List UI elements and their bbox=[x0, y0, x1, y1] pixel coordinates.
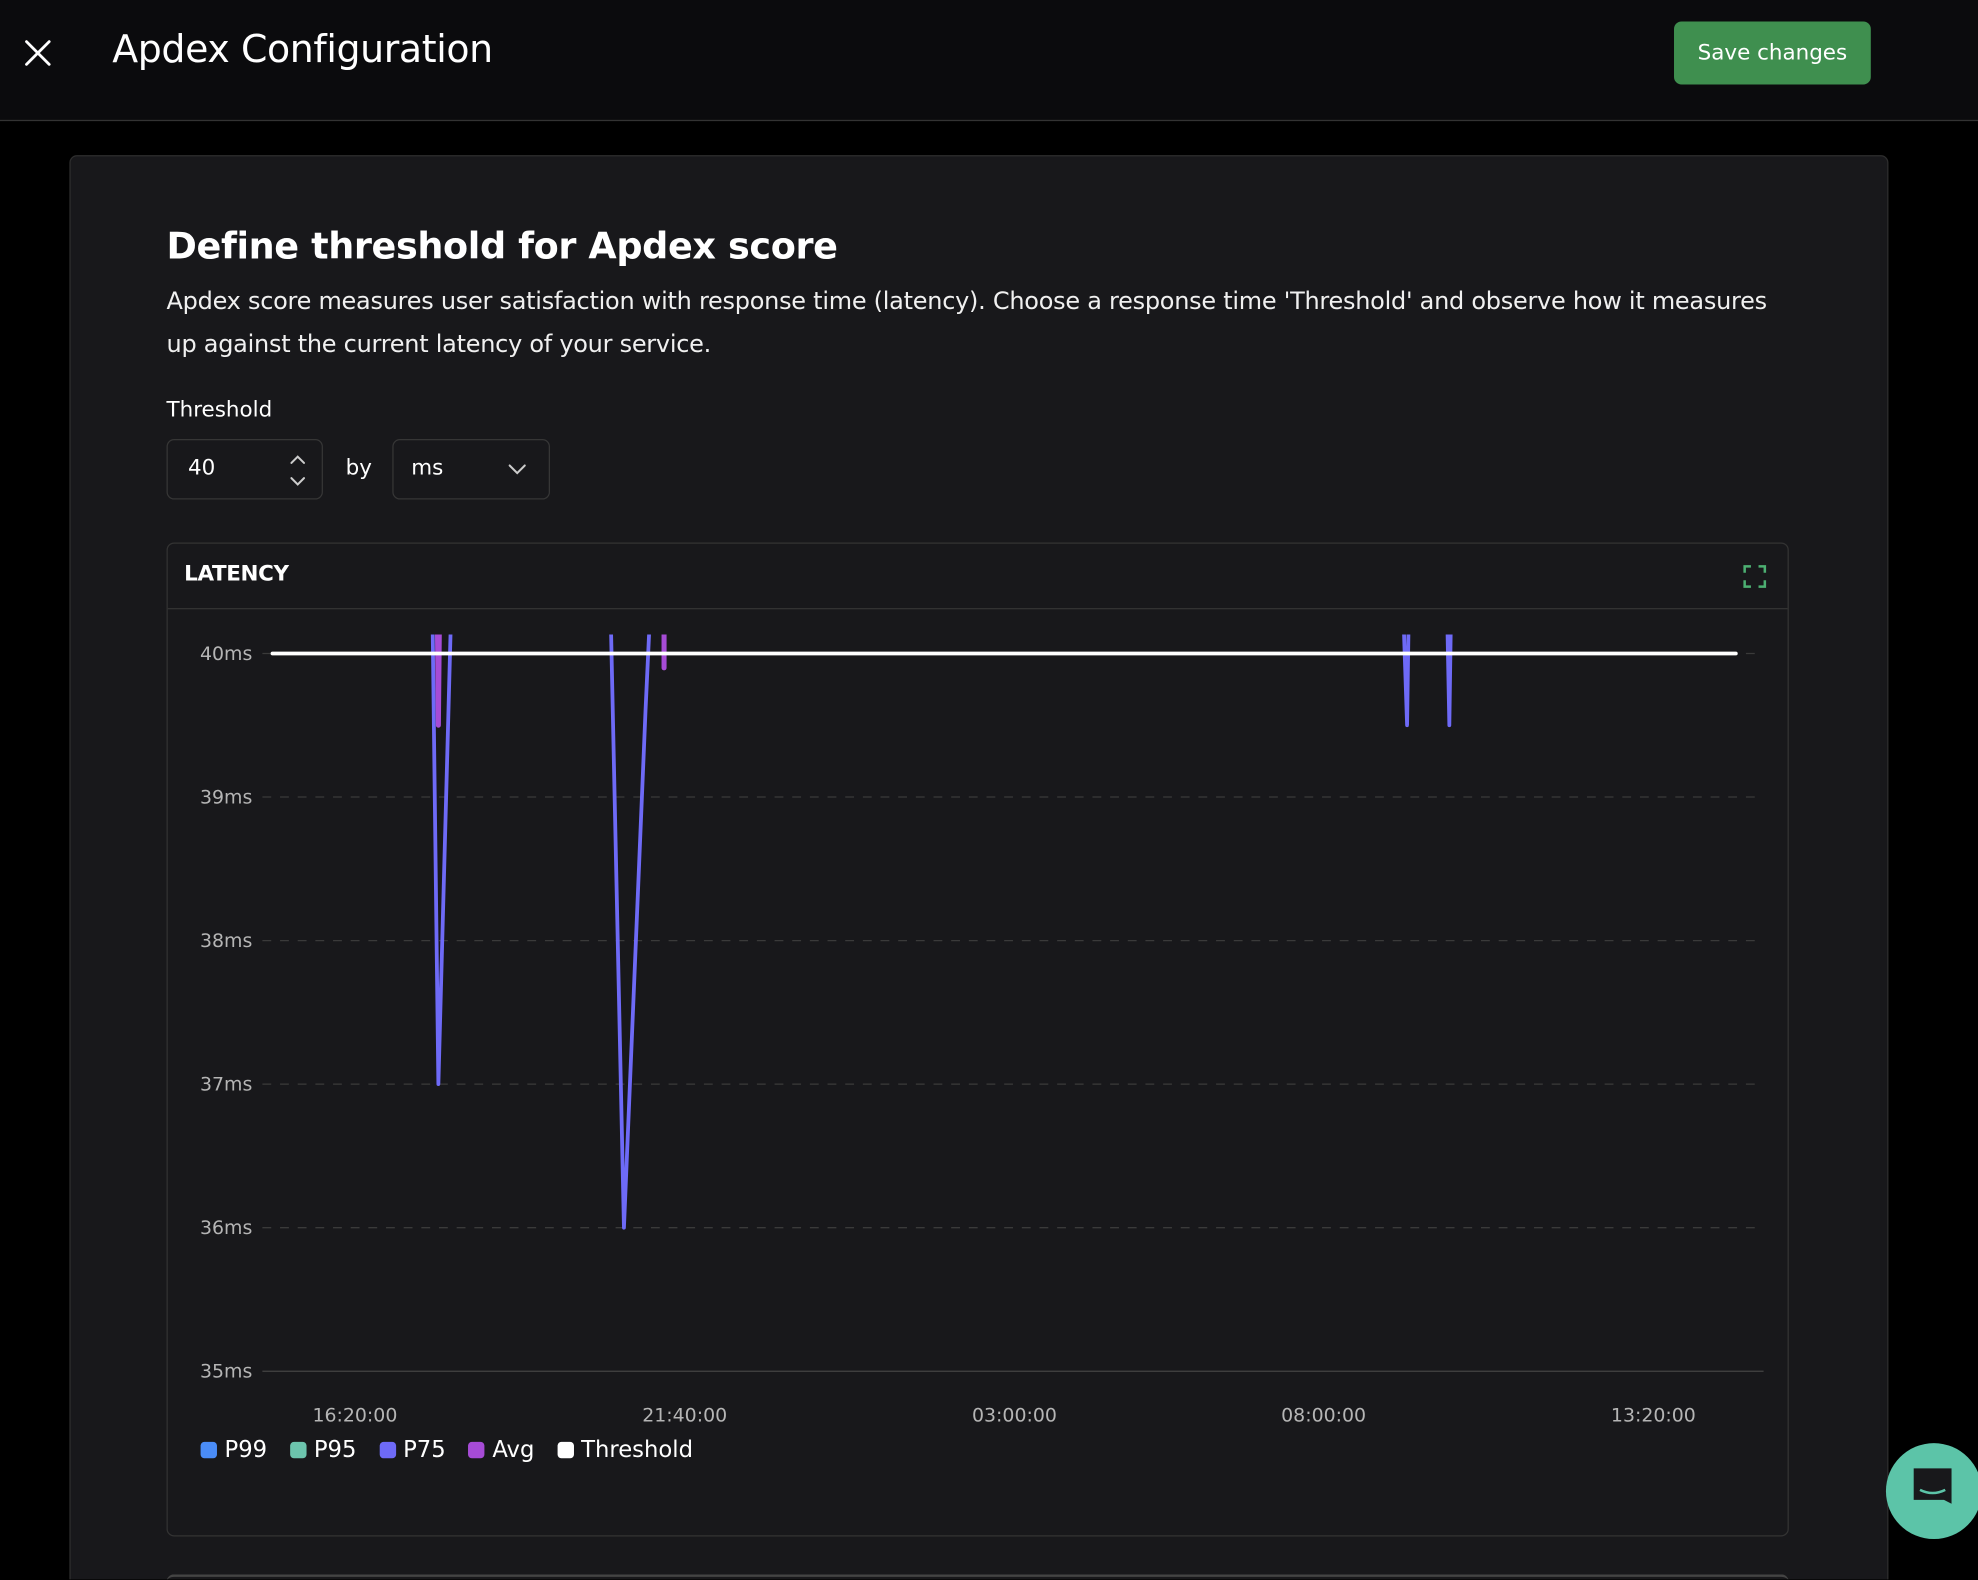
legend-item-p95[interactable]: P95 bbox=[289, 1436, 357, 1464]
x-tick-label: 13:20:00 bbox=[1611, 1405, 1696, 1427]
unit-select[interactable]: ms bbox=[392, 439, 551, 500]
series-line-p75 bbox=[1445, 634, 1453, 728]
x-tick-label: 08:00:00 bbox=[1281, 1405, 1366, 1427]
series-line-avg bbox=[434, 634, 442, 728]
save-changes-button[interactable]: Save changes bbox=[1674, 21, 1871, 85]
stepper-arrows-icon[interactable] bbox=[289, 452, 307, 490]
legend-swatch bbox=[289, 1441, 307, 1459]
latency-plot: 35ms 36ms 37ms 38ms 39ms 40ms 16:20:00 21:40:0… bbox=[200, 634, 1764, 1427]
legend-swatch bbox=[379, 1441, 396, 1459]
legend-label: Threshold bbox=[581, 1436, 694, 1464]
legend-swatch bbox=[557, 1441, 574, 1459]
chart-legend: P99 P95 P75 Avg Threshold bbox=[200, 1436, 693, 1464]
y-tick-label: 35ms bbox=[200, 1361, 252, 1383]
legend-swatch bbox=[200, 1441, 217, 1459]
config-card bbox=[69, 155, 1889, 1580]
page-title: Apdex Configuration bbox=[112, 27, 493, 72]
y-tick-label: 36ms bbox=[200, 1217, 252, 1239]
y-tick-label: 39ms bbox=[200, 786, 252, 808]
x-tick-label: 16:20:00 bbox=[312, 1405, 397, 1427]
unit-select-value: ms bbox=[411, 455, 444, 481]
close-icon[interactable] bbox=[23, 38, 53, 68]
legend-label: P99 bbox=[224, 1436, 268, 1464]
legend-item-p75[interactable]: P75 bbox=[379, 1437, 446, 1463]
chevron-down-icon bbox=[508, 464, 526, 475]
y-tick-label: 40ms bbox=[200, 643, 252, 665]
threshold-value[interactable]: 40 bbox=[187, 455, 216, 481]
by-label: by bbox=[345, 455, 372, 481]
chart-title: LATENCY bbox=[184, 561, 289, 587]
x-tick-label: 21:40:00 bbox=[642, 1405, 727, 1427]
legend-item-threshold[interactable]: Threshold bbox=[557, 1437, 693, 1463]
expand-icon[interactable] bbox=[1742, 564, 1767, 589]
series-line-p75 bbox=[609, 634, 651, 1230]
chat-launcher-button[interactable] bbox=[1885, 1443, 1978, 1540]
legend-item-p99[interactable]: P99 bbox=[200, 1436, 268, 1464]
y-tick-label: 37ms bbox=[200, 1073, 252, 1095]
header-bar: Apdex Configuration Save changes bbox=[0, 0, 1978, 122]
series-line-p75 bbox=[1402, 634, 1411, 728]
legend-swatch bbox=[468, 1441, 485, 1459]
threshold-label: Threshold bbox=[166, 397, 273, 423]
legend-label: P95 bbox=[313, 1436, 357, 1464]
chat-icon bbox=[1913, 1468, 1952, 1504]
legend-label: P75 bbox=[403, 1436, 446, 1464]
latency-chart-panel: LATENCY 35ms 36ms 37ms 38ms 39ms 40ms 16:20:0… bbox=[166, 542, 1789, 1537]
chart-header: LATENCY bbox=[167, 544, 1788, 610]
next-panel-edge bbox=[166, 1574, 1789, 1579]
threshold-input[interactable]: 40 bbox=[166, 439, 323, 500]
section-title: Define threshold for Apdex score bbox=[166, 224, 838, 268]
legend-item-avg[interactable]: Avg bbox=[468, 1437, 534, 1463]
x-tick-label: 03:00:00 bbox=[972, 1405, 1057, 1427]
series-line-p75 bbox=[430, 634, 453, 1087]
section-description: Apdex score measures user satisfaction w… bbox=[166, 287, 1768, 359]
legend-label: Avg bbox=[492, 1436, 535, 1464]
y-tick-label: 38ms bbox=[200, 930, 252, 952]
